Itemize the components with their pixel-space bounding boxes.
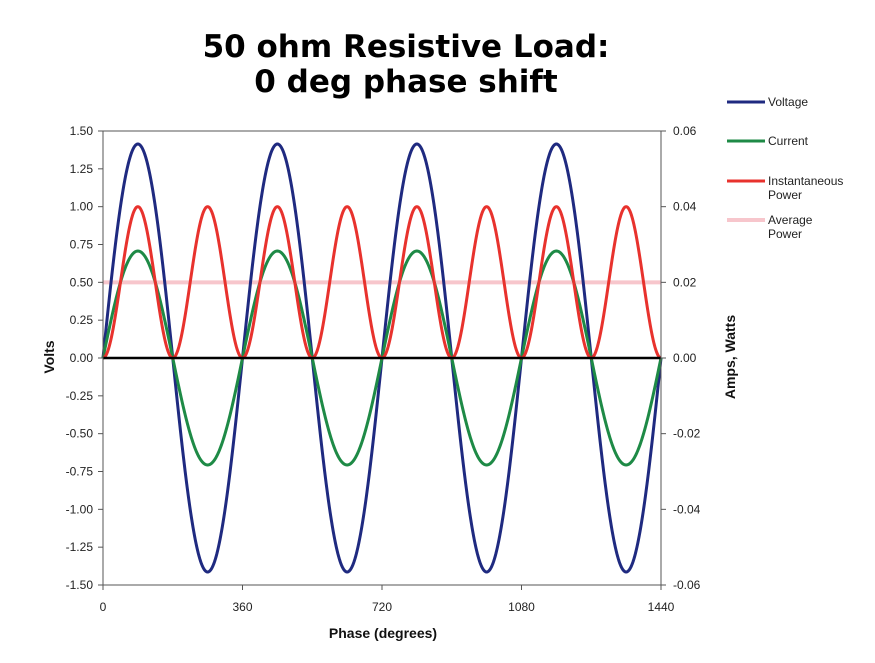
right-tick-label: -0.02 xyxy=(673,427,701,441)
chart-title-line-2: 0 deg phase shift xyxy=(254,64,558,100)
left-tick-label: 1.00 xyxy=(70,200,94,214)
left-axis-title: Volts xyxy=(41,340,57,373)
legend-label-average-power: Average Power xyxy=(768,213,813,241)
legend-label-instantaneous-power: Instantaneous Power xyxy=(768,174,843,202)
left-tick-label: 1.50 xyxy=(70,124,94,138)
x-tick-label: 720 xyxy=(372,600,392,614)
legend-label-current: Current xyxy=(768,134,809,148)
left-tick-label: -1.25 xyxy=(66,540,94,554)
right-tick-label: -0.04 xyxy=(673,502,701,516)
left-tick-label: -1.00 xyxy=(66,502,94,516)
left-tick-label: 1.25 xyxy=(70,162,94,176)
left-tick-label: -0.25 xyxy=(66,389,94,403)
right-axis-ticks: 0.06 0.04 0.02 0.00 -0.02 -0.04 -0.06 xyxy=(661,124,701,592)
x-axis-ticks: 0 360 720 1080 1440 xyxy=(100,585,675,614)
x-tick-label: 1440 xyxy=(648,600,675,614)
right-tick-label: 0.06 xyxy=(673,124,697,138)
right-tick-label: -0.06 xyxy=(673,578,701,592)
right-tick-label: 0.02 xyxy=(673,275,697,289)
right-axis-title: Amps, Watts xyxy=(722,315,738,399)
right-tick-label: 0.00 xyxy=(673,351,697,365)
legend-label-voltage: Voltage xyxy=(768,95,808,109)
right-tick-label: 0.04 xyxy=(673,200,697,214)
left-tick-label: 0.50 xyxy=(70,275,94,289)
x-tick-label: 0 xyxy=(100,600,107,614)
left-tick-label: -0.50 xyxy=(66,427,94,441)
chart-title-line-1: 50 ohm Resistive Load: xyxy=(202,29,610,65)
left-tick-label: 0.25 xyxy=(70,313,94,327)
left-tick-label: -1.50 xyxy=(66,578,94,592)
x-tick-label: 360 xyxy=(232,600,252,614)
x-axis-title: Phase (degrees) xyxy=(329,625,437,641)
left-tick-label: 0.00 xyxy=(70,351,94,365)
chart-title: 50 ohm Resistive Load: 0 deg phase shift xyxy=(0,30,812,100)
x-tick-label: 1080 xyxy=(508,600,535,614)
left-tick-label: 0.75 xyxy=(70,238,94,252)
left-axis-ticks: 1.50 1.25 1.00 0.75 0.50 0.25 0.00 -0.25 -0.50 -0… xyxy=(66,124,103,592)
legend: Voltage Current Instantaneous Power Average P… xyxy=(727,95,843,241)
left-tick-label: -0.75 xyxy=(66,465,94,479)
